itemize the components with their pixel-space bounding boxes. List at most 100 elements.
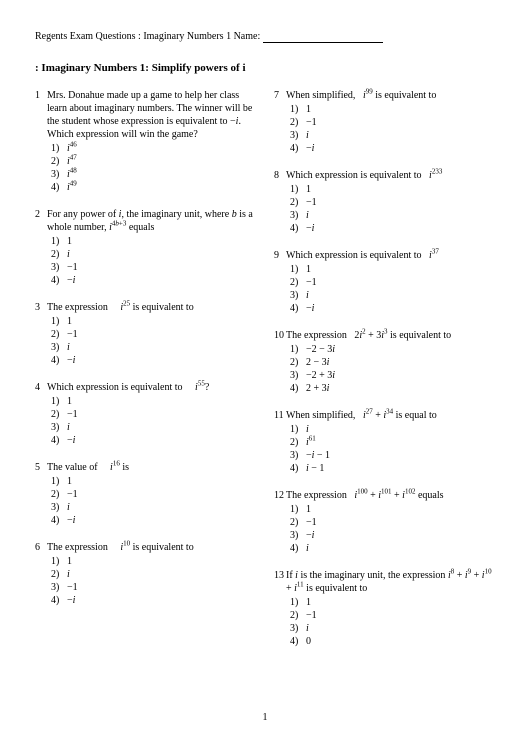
choice-value: −i − 1: [306, 449, 495, 462]
choices: 1)12)−13)i4)−i: [51, 395, 256, 447]
question-number: 2: [35, 208, 45, 234]
question: 12The expression i100 + i101 + i102 equa…: [274, 489, 495, 555]
choice: 1)1: [51, 315, 256, 328]
choice: 2)i: [51, 568, 256, 581]
choice-number: 3): [51, 168, 67, 181]
choice-number: 3): [290, 529, 306, 542]
choice: 1)1: [290, 596, 495, 609]
choice: 2)−1: [290, 516, 495, 529]
choice-value: i49: [67, 181, 256, 194]
choice-number: 3): [51, 421, 67, 434]
choice: 1)i: [290, 423, 495, 436]
choice-value: i: [67, 341, 256, 354]
choice-value: 1: [67, 235, 256, 248]
question-body: Which expression is equivalent to i233: [286, 169, 495, 182]
choice-value: −i: [306, 222, 495, 235]
question-number: 8: [274, 169, 284, 182]
choice-number: 3): [51, 581, 67, 594]
choice-value: 2 − 3i: [306, 356, 495, 369]
question-body: For any power of i, the imaginary unit, …: [47, 208, 256, 234]
choice-number: 3): [290, 209, 306, 222]
choice-value: −i: [306, 302, 495, 315]
choice-value: i: [306, 423, 495, 436]
question: 6The expression i10 is equivalent to1)12…: [35, 541, 256, 607]
choices: 1)12)−13)i4)0: [290, 596, 495, 648]
question-number: 3: [35, 301, 45, 314]
choice-value: 1: [306, 596, 495, 609]
question-body: The expression i100 + i101 + i102 equals: [286, 489, 495, 502]
question-text: 3The expression i25 is equivalent to: [35, 301, 256, 314]
question-number: 6: [35, 541, 45, 554]
choice-value: −1: [306, 276, 495, 289]
choice: 3)−i − 1: [290, 449, 495, 462]
question-text: 11When simplified, i27 + i34 is equal to: [274, 409, 495, 422]
choice: 2)i61: [290, 436, 495, 449]
choice-number: 2): [51, 568, 67, 581]
choice-number: 3): [290, 369, 306, 382]
choice: 4)−i: [51, 354, 256, 367]
choices: 1)12)−13)i4)−i: [290, 183, 495, 235]
question-body: The expression 2i2 + 3i3 is equivalent t…: [286, 329, 495, 342]
choice-number: 3): [290, 449, 306, 462]
left-column: 1Mrs. Donahue made up a game to help her…: [35, 89, 256, 662]
question-text: 2For any power of i, the imaginary unit,…: [35, 208, 256, 234]
choice-number: 2): [290, 436, 306, 449]
choice-value: −i: [67, 354, 256, 367]
choice-number: 4): [51, 514, 67, 527]
choice-value: i: [67, 248, 256, 261]
choice-value: −i: [67, 434, 256, 447]
question: 3The expression i25 is equivalent to1)12…: [35, 301, 256, 367]
question-text: 9Which expression is equivalent to i37: [274, 249, 495, 262]
choice-number: 3): [51, 341, 67, 354]
choice: 4)i − 1: [290, 462, 495, 475]
question-number: 12: [274, 489, 284, 502]
choice-number: 2): [51, 408, 67, 421]
question: 5The value of i16 is1)12)−13)i4)−i: [35, 461, 256, 527]
choice-number: 1): [290, 263, 306, 276]
choice-value: 1: [306, 103, 495, 116]
choice-number: 4): [51, 594, 67, 607]
choice-value: i46: [67, 142, 256, 155]
choices: 1)12)−13)i4)−i: [51, 315, 256, 367]
choice-value: −2 − 3i: [306, 343, 495, 356]
choices: 1)12)−13)−i4)i: [290, 503, 495, 555]
choice-number: 1): [51, 555, 67, 568]
choice-number: 2): [290, 116, 306, 129]
choice: 1)1: [290, 263, 495, 276]
question: 8Which expression is equivalent to i2331…: [274, 169, 495, 235]
choice-value: 1: [67, 475, 256, 488]
question: 13If i is the imaginary unit, the expres…: [274, 569, 495, 648]
question-text: 1Mrs. Donahue made up a game to help her…: [35, 89, 256, 141]
choice: 2)−1: [51, 328, 256, 341]
choice-value: 2 + 3i: [306, 382, 495, 395]
choice: 4)−i: [51, 514, 256, 527]
choice: 1)−2 − 3i: [290, 343, 495, 356]
right-column: 7When simplified, i99 is equivalent to1)…: [274, 89, 495, 662]
choice: 3)i: [51, 341, 256, 354]
choice-number: 2): [290, 356, 306, 369]
question: 7When simplified, i99 is equivalent to1)…: [274, 89, 495, 155]
choices: 1)12)−13)i4)−i: [290, 263, 495, 315]
choices: 1)−2 − 3i2)2 − 3i3)−2 + 3i4)2 + 3i: [290, 343, 495, 395]
choice: 4)i: [290, 542, 495, 555]
choice: 2)−1: [290, 276, 495, 289]
choice-number: 2): [290, 196, 306, 209]
choice-number: 4): [290, 462, 306, 475]
choice-number: 3): [290, 622, 306, 635]
choice: 1)1: [290, 103, 495, 116]
choice: 3)−i: [290, 529, 495, 542]
choice: 2)−1: [51, 488, 256, 501]
header-text: Regents Exam Questions : Imaginary Numbe…: [35, 31, 263, 42]
question-body: The expression i25 is equivalent to: [47, 301, 256, 314]
question-body: Which expression is equivalent to i37: [286, 249, 495, 262]
question-text: 6The expression i10 is equivalent to: [35, 541, 256, 554]
choice-value: 1: [67, 315, 256, 328]
question-body: The value of i16 is: [47, 461, 256, 474]
question-number: 4: [35, 381, 45, 394]
choice-number: 2): [51, 155, 67, 168]
choice: 3)i: [290, 622, 495, 635]
choice-value: i: [306, 289, 495, 302]
choice-value: −i: [306, 529, 495, 542]
choice: 3)−1: [51, 581, 256, 594]
choice: 2)−1: [51, 408, 256, 421]
